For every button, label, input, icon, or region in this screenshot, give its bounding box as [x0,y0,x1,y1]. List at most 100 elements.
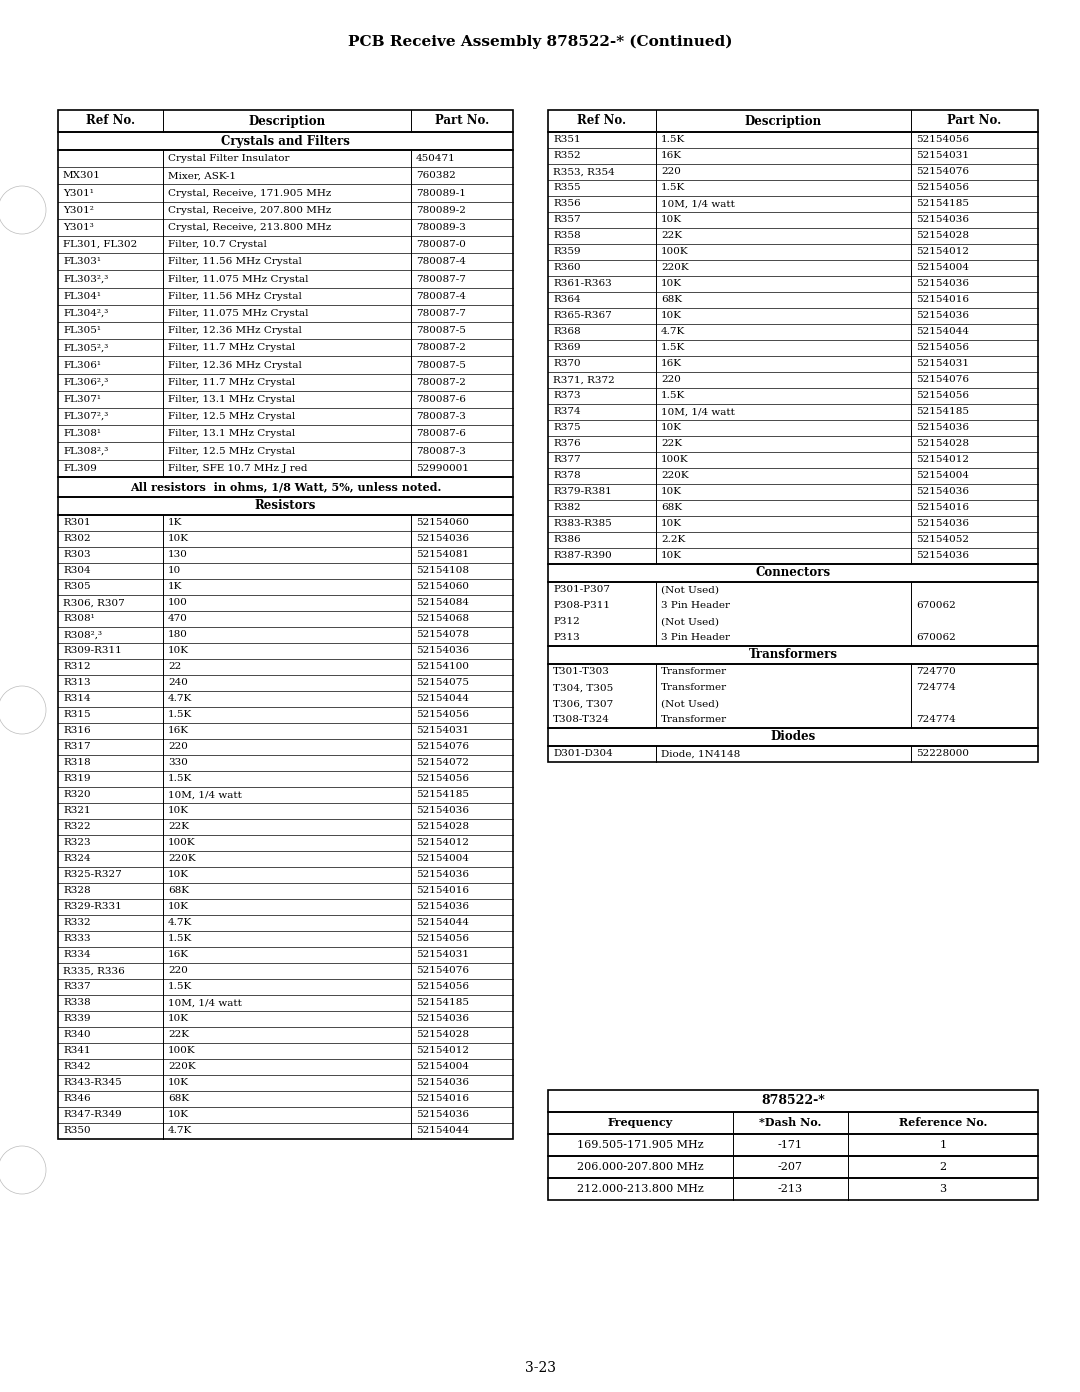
Text: 1.5K: 1.5K [168,710,192,720]
Text: R329-R331: R329-R331 [63,902,122,912]
Text: 52154012: 52154012 [916,455,969,465]
Text: 760382: 760382 [416,171,456,181]
Text: 52154081: 52154081 [416,550,469,560]
Text: 52154072: 52154072 [416,759,469,767]
Bar [548,1112,1038,1134]
Text: R309-R311: R309-R311 [63,646,122,656]
Text: Filter, 10.7 Crystal: Filter, 10.7 Crystal [168,239,267,249]
Text: 68K: 68K [168,887,189,895]
Text: R315: R315 [63,710,91,720]
Text: R313: R313 [63,678,91,688]
Text: FL307¹: FL307¹ [63,395,102,404]
Text: 52154075: 52154075 [416,678,469,688]
Text: 10K: 10K [168,902,189,912]
Text: 52154012: 52154012 [416,838,469,848]
Circle shape [0,187,46,234]
Text: 52154031: 52154031 [416,727,469,735]
Text: Crystal, Receive, 213.800 MHz: Crystal, Receive, 213.800 MHz [168,223,332,232]
Text: Description: Description [248,114,325,128]
Text: 780087-4: 780087-4 [416,292,465,301]
Text: P312: P312 [553,618,580,626]
Text: R382: R382 [553,504,581,512]
Text: 52154084: 52154084 [416,599,469,607]
Text: 780087-2: 780087-2 [416,377,465,387]
Text: 4.7K: 4.7K [661,327,685,337]
Text: R355: R355 [553,184,581,192]
Text: 3 Pin Header: 3 Pin Header [661,633,730,643]
Bar [548,1178,1038,1200]
Text: Resistors: Resistors [255,500,316,512]
Text: 130: 130 [168,550,188,560]
Text: Ref No.: Ref No. [86,114,135,128]
Text: 780089-1: 780089-1 [416,188,465,198]
Text: 52154016: 52154016 [416,887,469,895]
Text: 10K: 10K [661,312,681,320]
Text: 52154004: 52154004 [916,472,969,480]
Text: R333: R333 [63,934,91,944]
Text: 52154076: 52154076 [416,742,469,752]
Text: 220: 220 [661,376,680,384]
Text: R321: R321 [63,806,91,816]
Text: 4.7K: 4.7K [168,919,192,927]
Text: 52154056: 52154056 [416,774,469,784]
Text: R305: R305 [63,582,91,592]
Text: R353, R354: R353, R354 [553,167,615,177]
Bar [58,150,513,477]
Text: 52154004: 52154004 [416,855,469,863]
Text: 10K: 10K [168,1111,189,1119]
Bar [58,497,513,515]
Text: 780089-3: 780089-3 [416,223,465,232]
Text: 16K: 16K [168,951,189,959]
Text: 52154056: 52154056 [916,391,969,401]
Text: 52154036: 52154036 [416,806,469,816]
Text: 52154036: 52154036 [916,487,969,497]
Text: R322: R322 [63,823,91,831]
Text: 10M, 1/4 watt: 10M, 1/4 watt [661,408,734,416]
Text: 52154185: 52154185 [916,199,969,209]
Text: (Not Used): (Not Used) [661,586,719,594]
Text: 10K: 10K [661,216,681,224]
Text: T304, T305: T304, T305 [553,683,613,692]
Text: Transformer: Transformer [661,683,727,692]
Text: T301-T303: T301-T303 [553,668,610,677]
Text: FL309: FL309 [63,464,97,473]
Text: 52154076: 52154076 [416,966,469,976]
Text: 1.5K: 1.5K [168,774,192,784]
Text: 52154044: 52154044 [416,695,469,703]
Text: Ref No.: Ref No. [578,114,626,128]
Text: PCB Receive Assembly 878522-* (Continued): PCB Receive Assembly 878522-* (Continued… [348,35,732,49]
Text: 52154060: 52154060 [416,582,469,592]
Text: 878522-*: 878522-* [761,1094,825,1108]
Text: R369: R369 [553,344,581,352]
Text: Transformer: Transformer [661,715,727,724]
Text: 470: 470 [168,614,188,624]
Text: 1.5K: 1.5K [661,344,685,352]
Text: Part No.: Part No. [435,114,489,128]
Text: R324: R324 [63,855,91,863]
Text: 52154044: 52154044 [416,919,469,927]
Text: Y301¹: Y301¹ [63,188,94,198]
Text: R338: R338 [63,998,91,1008]
Text: 206.000-207.800 MHz: 206.000-207.800 MHz [577,1162,704,1172]
Text: 52154012: 52154012 [916,248,969,256]
Text: 10M, 1/4 watt: 10M, 1/4 watt [168,998,242,1008]
Text: Diodes: Diodes [770,731,815,743]
Text: 16K: 16K [661,359,681,369]
Text: 724774: 724774 [916,715,956,724]
Text: FL303²,³: FL303²,³ [63,274,108,284]
Text: -171: -171 [778,1140,804,1150]
Text: 52154036: 52154036 [416,1015,469,1023]
Text: 52154004: 52154004 [416,1062,469,1072]
Text: 780087-5: 780087-5 [416,326,465,335]
Text: 100K: 100K [661,455,689,465]
Text: R351: R351 [553,135,581,145]
Text: R356: R356 [553,199,581,209]
Text: Filter, 12.36 MHz Crystal: Filter, 12.36 MHz Crystal [168,326,302,335]
Text: R343-R345: R343-R345 [63,1079,122,1087]
Text: R375: R375 [553,423,581,433]
Text: R359: R359 [553,248,581,256]
Text: R301: R301 [63,518,91,528]
Text: 780087-5: 780087-5 [416,361,465,369]
Text: 52154056: 52154056 [416,983,469,991]
Text: R357: R357 [553,216,581,224]
